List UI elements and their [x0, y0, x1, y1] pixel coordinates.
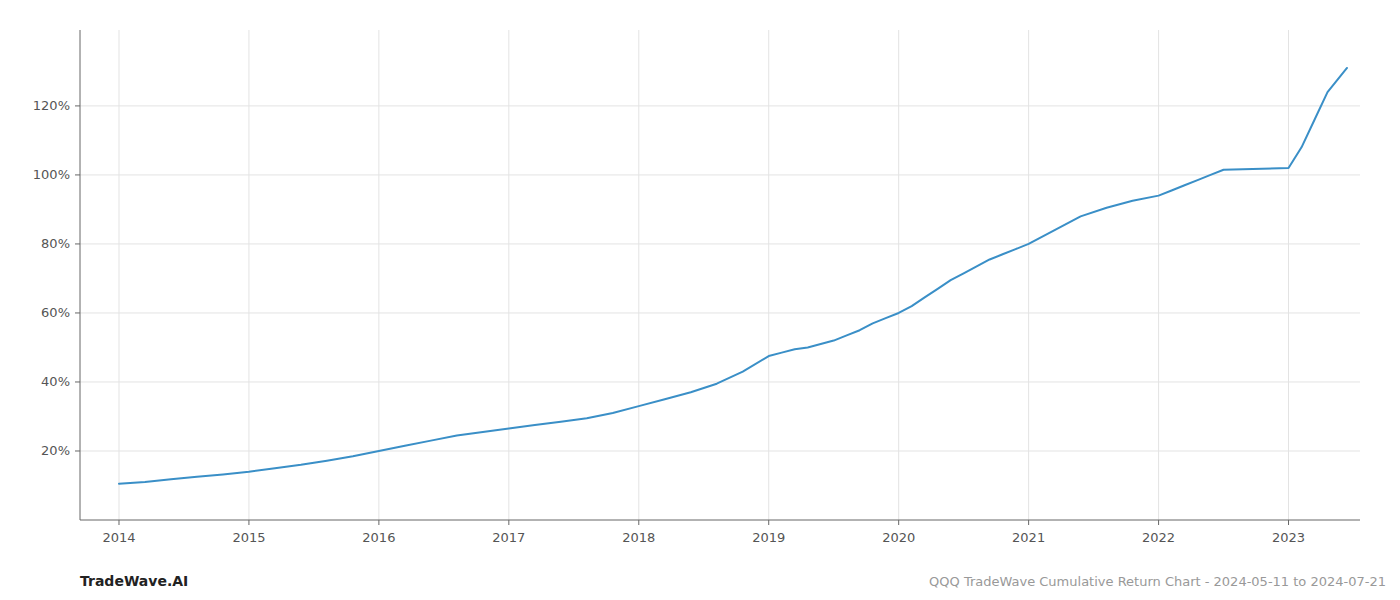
x-tick	[508, 520, 509, 525]
y-grid-line	[80, 105, 1360, 106]
x-tick	[248, 520, 249, 525]
x-grid-line	[898, 30, 899, 520]
x-axis-line	[80, 520, 1360, 521]
x-tick-label: 2018	[622, 530, 655, 545]
x-grid-line	[118, 30, 119, 520]
x-grid-line	[1158, 30, 1159, 520]
y-grid-line	[80, 450, 1360, 451]
x-grid-line	[1288, 30, 1289, 520]
x-grid-line	[768, 30, 769, 520]
y-tick-label: 20%	[41, 443, 70, 458]
y-grid-line	[80, 312, 1360, 313]
axes: 2014 2015 2016 2017 2018 2019 2020 2021 2022 2023…	[33, 30, 1360, 545]
y-tick-label: 60%	[41, 305, 70, 320]
y-tick	[75, 243, 80, 244]
grid	[80, 30, 1360, 520]
watermark: TradeWave.AI	[80, 573, 188, 589]
x-tick	[1028, 520, 1029, 525]
x-tick	[638, 520, 639, 525]
chart: 2014 2015 2016 2017 2018 2019 2020 2021 2022 2023…	[0, 0, 1400, 600]
x-tick	[768, 520, 769, 525]
x-grid-line	[378, 30, 379, 520]
x-grid-line	[638, 30, 639, 520]
x-tick-label: 2020	[882, 530, 915, 545]
y-tick	[75, 312, 80, 313]
y-tick-label: 100%	[33, 167, 70, 182]
x-tick-label: 2016	[362, 530, 395, 545]
y-axis-line	[80, 30, 81, 520]
title: QQQ TradeWave Cumulative Return Chart - …	[929, 574, 1386, 589]
y-tick	[75, 174, 80, 175]
x-grid-line	[508, 30, 509, 520]
y-tick	[75, 105, 80, 106]
line	[119, 68, 1347, 484]
y-grid-line	[80, 174, 1360, 175]
x-tick	[1158, 520, 1159, 525]
x-tick	[378, 520, 379, 525]
x-grid-line	[248, 30, 249, 520]
y-tick-label: 120%	[33, 98, 70, 113]
y-tick	[75, 450, 80, 451]
y-tick-label: 80%	[41, 236, 70, 251]
x-grid-line	[1028, 30, 1029, 520]
x-tick-label: 2023	[1272, 530, 1305, 545]
plot-area	[119, 68, 1347, 484]
x-tick	[1288, 520, 1289, 525]
x-tick-label: 2021	[1012, 530, 1045, 545]
x-tick	[898, 520, 899, 525]
y-tick	[75, 381, 80, 382]
y-tick-label: 40%	[41, 374, 70, 389]
y-grid-line	[80, 243, 1360, 244]
x-tick-label: 2017	[492, 530, 525, 545]
x-tick-label: 2015	[232, 530, 265, 545]
x-tick-label: 2014	[102, 530, 135, 545]
x-tick	[118, 520, 119, 525]
x-tick-label: 2019	[752, 530, 785, 545]
x-tick-label: 2022	[1142, 530, 1175, 545]
